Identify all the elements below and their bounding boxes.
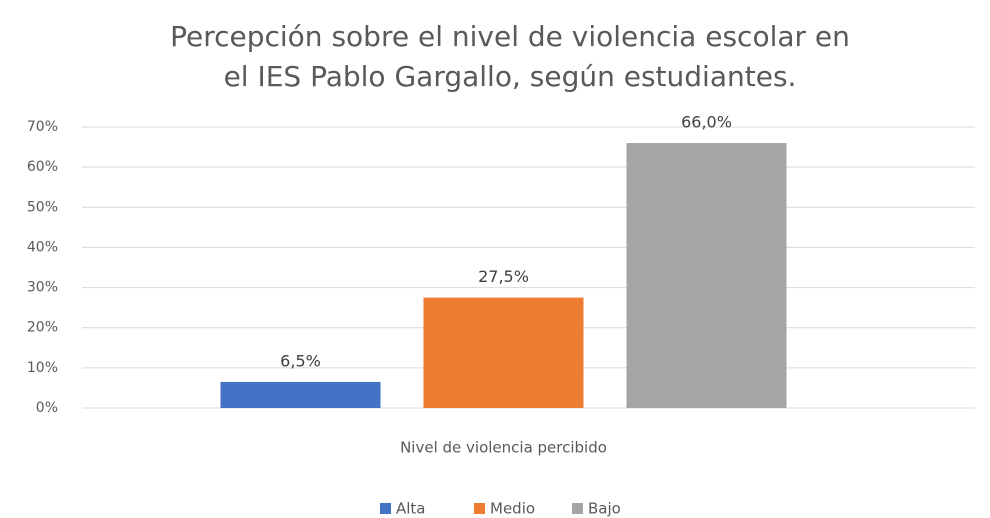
legend-swatch: [474, 503, 485, 514]
y-tick-label: 30%: [27, 280, 58, 296]
bar: [220, 381, 381, 408]
x-axis-label: Nivel de violencia percibido: [400, 439, 607, 457]
bar: [626, 143, 787, 409]
data-label: 27,5%: [478, 267, 529, 286]
legend-label: Medio: [490, 500, 535, 518]
bar: [423, 297, 584, 408]
y-tick-label: 20%: [27, 320, 58, 336]
chart-title: Percepción sobre el nivel de violencia e…: [170, 20, 850, 53]
y-tick-label: 10%: [27, 360, 58, 376]
y-tick-label: 50%: [27, 199, 58, 215]
legend-label: Bajo: [588, 500, 621, 518]
y-tick-label: 70%: [27, 119, 58, 135]
y-tick-label: 40%: [27, 239, 58, 255]
chart-title: el IES Pablo Gargallo, según estudiantes…: [224, 60, 797, 93]
data-label: 66,0%: [681, 113, 732, 132]
legend-swatch: [380, 503, 391, 514]
y-tick-label: 0%: [36, 400, 58, 416]
legend-swatch: [572, 503, 583, 514]
data-label: 6,5%: [280, 351, 321, 370]
legend-label: Alta: [396, 500, 426, 518]
y-tick-label: 60%: [27, 159, 58, 175]
